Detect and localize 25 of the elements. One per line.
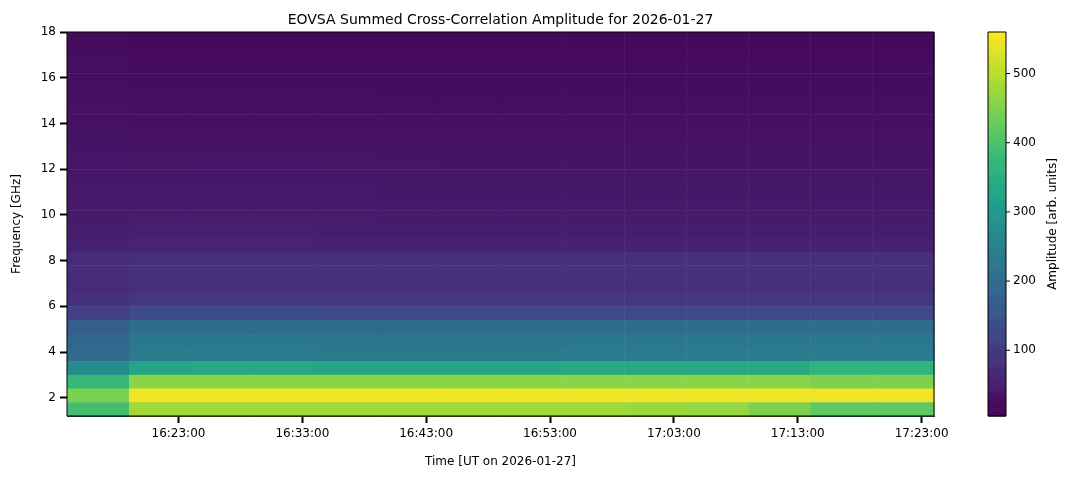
color-bar-title: Amplitude [arb. units] (1045, 158, 1060, 290)
color-bar-label: 300 (1013, 204, 1036, 219)
y-tick-label: 14 (40, 115, 56, 130)
y-tick-label: 8 (48, 252, 56, 267)
x-tick-label: 16:23:00 (151, 426, 206, 441)
x-tick-label: 17:23:00 (894, 426, 949, 441)
x-tick-label: 17:13:00 (770, 426, 825, 441)
y-axis-title: Frequency [GHz] (9, 174, 24, 274)
y-tick-label: 18 (40, 24, 56, 39)
y-tick-label: 6 (48, 298, 56, 313)
color-bar-label: 200 (1013, 273, 1036, 288)
x-tick-label: 16:53:00 (523, 426, 577, 441)
y-tick-label: 16 (40, 69, 56, 84)
x-axis-title: Time [UT on 2026-01-27] (424, 453, 576, 468)
x-tick-label: 16:43:00 (399, 426, 454, 441)
y-tick-label: 12 (40, 161, 56, 176)
color-bar-label: 100 (1013, 342, 1036, 357)
y-tick-label: 10 (40, 206, 56, 221)
y-tick-label: 2 (48, 389, 56, 404)
x-tick-label: 17:03:00 (646, 426, 701, 441)
color-bar-label: 500 (1013, 65, 1036, 80)
x-tick-label: 16:33:00 (275, 426, 330, 441)
chart-title: EOVSA Summed Cross-Correlation Amplitude for 2026-01-27 (287, 10, 714, 27)
y-tick-label: 4 (48, 344, 56, 359)
color-bar-label: 400 (1013, 134, 1036, 149)
